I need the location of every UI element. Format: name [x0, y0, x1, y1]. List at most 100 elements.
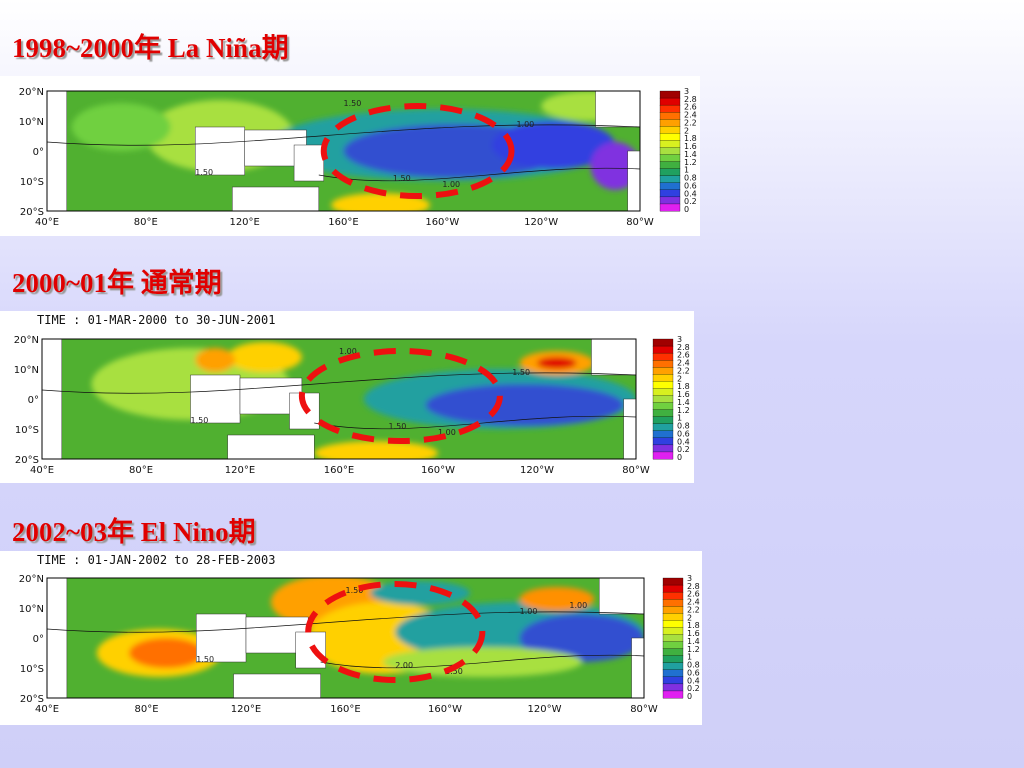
field-blob	[129, 638, 204, 668]
lat-label: 10°S	[15, 425, 39, 436]
colorbar-cell	[662, 591, 684, 600]
field-blob	[71, 103, 171, 151]
colorbar-label: 0.8	[677, 422, 690, 431]
lat-label: 0°	[28, 395, 39, 406]
field-blob	[519, 614, 644, 662]
colorbar-label: 0.6	[684, 181, 697, 190]
colorbar-cell	[659, 189, 681, 198]
contour-label: 1.00	[442, 180, 460, 189]
land	[591, 339, 636, 376]
colorbar-label: 1.8	[687, 621, 700, 630]
time-label: TIME : 01-JAN-2002 to 28-FEB-2003	[37, 553, 275, 567]
field-blobs	[96, 578, 644, 677]
colorbar-cell	[662, 662, 684, 671]
contour-label: 1.50	[191, 416, 209, 425]
colorbar-cell	[662, 627, 684, 635]
lat-label: 20°S	[20, 207, 44, 218]
field-blob	[537, 357, 577, 369]
lat-label: 20°N	[19, 574, 44, 585]
colorbar-cell	[652, 345, 674, 354]
colorbar-label: 2.8	[684, 95, 697, 104]
colorbar-label: 2.2	[684, 118, 697, 127]
lon-label: 80°W	[626, 217, 654, 228]
lat-label: 20°S	[15, 455, 39, 466]
colorbar-label: 1	[684, 166, 689, 175]
lon-label: 160°E	[330, 704, 360, 715]
lat-label: 0°	[33, 147, 44, 158]
colorbar-label: 1.4	[684, 150, 697, 159]
plot-frame	[46, 577, 645, 699]
map-panel: 2002~03年 El Nino期 TIME : 01-JAN-2002 to 2…	[0, 516, 702, 725]
colorbar-label: 1.4	[687, 637, 700, 646]
colorbar-label: 2.8	[687, 582, 700, 591]
contour	[320, 654, 644, 669]
highlight-oval	[305, 581, 486, 683]
field-blob	[382, 647, 582, 677]
lat-label: 10°S	[20, 664, 44, 675]
colorbar-cell	[662, 634, 684, 642]
lat-label: 20°S	[20, 694, 44, 705]
colorbar-cell	[652, 444, 674, 453]
plot-frame	[46, 90, 641, 212]
colorbar-label: 3	[687, 574, 692, 583]
field-blob	[227, 342, 302, 372]
colorbar-label: 0.2	[684, 197, 697, 206]
colorbar-label: 1.2	[684, 158, 697, 167]
colorbar-cell	[659, 196, 681, 205]
colorbar-label: 0.2	[677, 445, 690, 454]
colorbar-cell	[652, 409, 674, 418]
lon-label: 80°E	[134, 217, 158, 228]
colorbar-cell	[659, 182, 681, 191]
lon-label: 40°E	[30, 465, 54, 476]
colorbar-cell	[652, 374, 674, 382]
colorbar-cell	[659, 133, 681, 141]
plot-frame	[41, 338, 637, 460]
colorbar-label: 0.8	[684, 174, 697, 183]
time-label: TIME : 01-MAR-2000 to 30-JUN-2001	[37, 313, 275, 327]
contour-label: 1.50	[195, 168, 213, 177]
lon-label: 120°E	[229, 217, 259, 228]
land	[42, 339, 63, 459]
lon-label: 160°W	[425, 217, 459, 228]
colorbar-label: 1.6	[684, 142, 697, 151]
land	[595, 91, 640, 128]
colorbar-label: 2	[684, 126, 689, 135]
land	[233, 673, 321, 698]
contour	[42, 372, 636, 394]
lat-label: 10°S	[20, 177, 44, 188]
land	[293, 144, 324, 182]
contour	[47, 124, 640, 146]
highlight-oval	[298, 348, 503, 444]
colorbar-cell	[652, 381, 674, 389]
colorbar-cell	[652, 416, 674, 425]
colorbar-cell	[659, 203, 681, 212]
lon-label: 120°E	[225, 465, 255, 476]
colorbar-label: 1.8	[684, 134, 697, 143]
contour-label: 1.00	[520, 607, 538, 616]
colorbar-cell	[652, 430, 674, 439]
panel-heading: 1998~2000年 La Niña期	[12, 32, 289, 63]
colorbar-cell	[659, 126, 681, 134]
land	[232, 186, 320, 211]
lon-label: 160°E	[328, 217, 358, 228]
colorbar-label: 1	[687, 653, 692, 662]
colorbar-cell	[659, 140, 681, 148]
colorbar-label: 1.2	[687, 645, 700, 654]
map-field	[47, 578, 644, 698]
land	[623, 398, 636, 459]
colorbar-cell	[652, 367, 674, 375]
colorbar-cell	[659, 104, 681, 113]
colorbar-cell	[652, 423, 674, 432]
colorbar-label: 2.4	[677, 359, 690, 368]
colorbar-label: 0	[684, 205, 689, 214]
colorbar-label: 2.6	[687, 590, 700, 599]
colorbar-label: 0	[687, 692, 692, 701]
colorbar-cell	[652, 388, 674, 396]
lat-label: 10°N	[19, 117, 44, 128]
land	[47, 91, 68, 211]
contour-label: 2.00	[395, 661, 413, 670]
lat-label: 20°N	[14, 335, 39, 346]
lon-label: 120°W	[524, 217, 558, 228]
colorbar-label: 1.2	[677, 406, 690, 415]
lon-label: 80°E	[129, 465, 153, 476]
